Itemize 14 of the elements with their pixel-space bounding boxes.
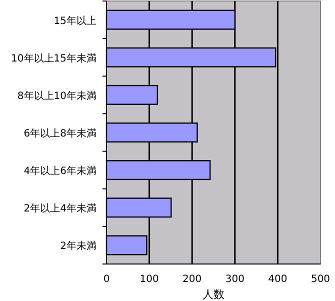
x-tick-label: 400 (268, 274, 288, 285)
y-tick-label: 4年以上6年未満 (24, 165, 96, 178)
y-tick-label: 6年以上8年未満 (24, 128, 96, 140)
y-tick-label: 10年以上15年未満 (11, 52, 96, 64)
y-tick-label: 15年以上 (54, 14, 96, 27)
x-axis-title: 人数 (202, 288, 224, 301)
x-tick-label: 100 (140, 274, 159, 285)
y-tick-label: 2年以上4年未満 (24, 202, 96, 215)
y-tick-label: 2年未満 (60, 240, 96, 252)
x-tick-label: 200 (182, 274, 202, 285)
x-tick-label: 0 (103, 274, 110, 285)
y-tick-label: 8年以上10年未満 (17, 90, 96, 102)
x-tick-label: 500 (310, 274, 330, 285)
x-tick-label: 300 (225, 274, 244, 285)
